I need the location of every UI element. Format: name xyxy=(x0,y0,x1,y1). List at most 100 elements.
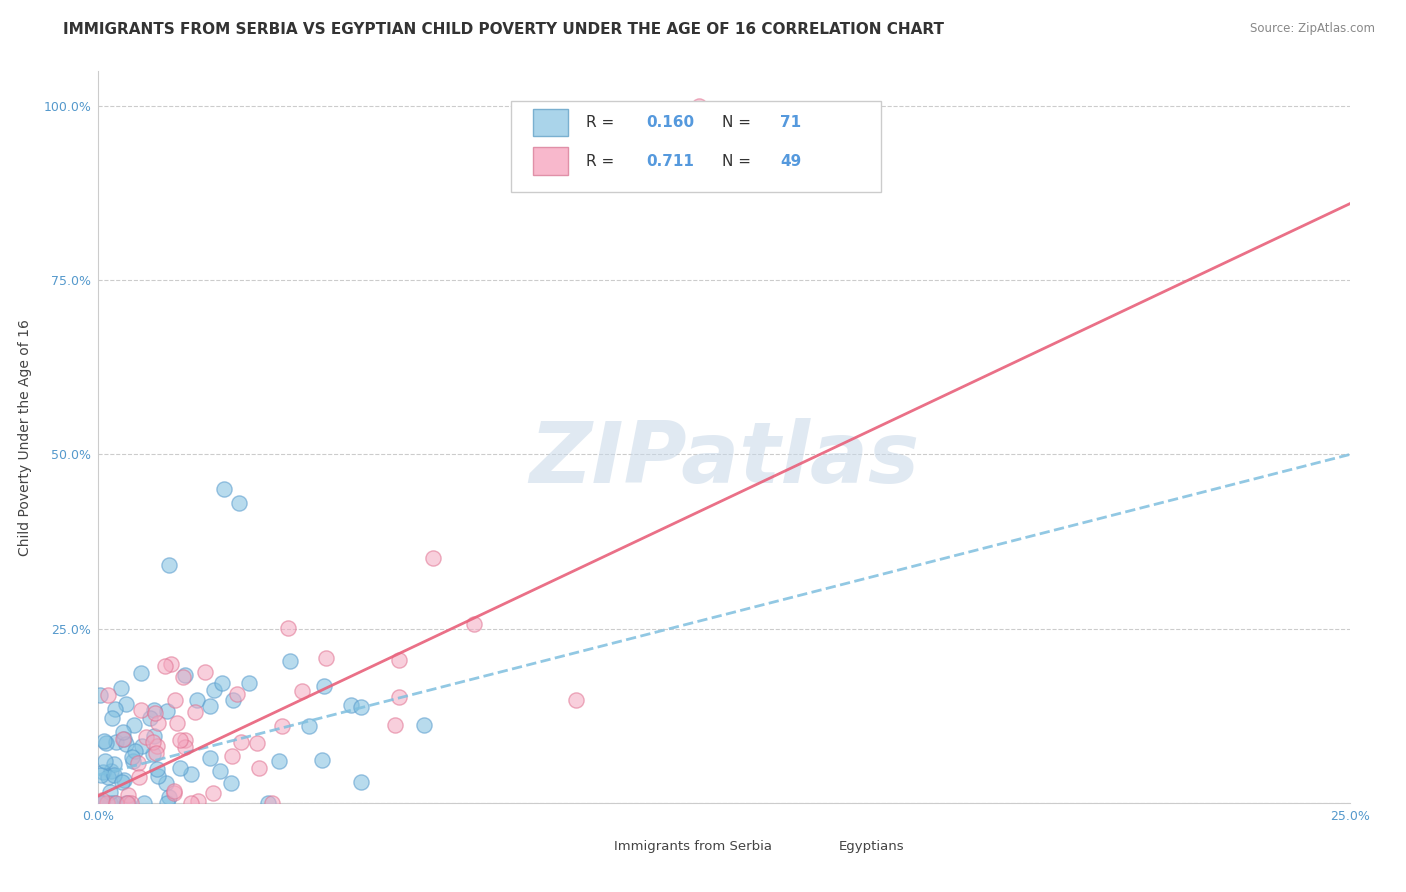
Point xyxy=(91,796,114,810)
Point xyxy=(314,679,336,693)
Point xyxy=(247,761,270,775)
Point xyxy=(142,747,165,761)
Point xyxy=(139,711,162,725)
Point xyxy=(103,768,125,782)
Point xyxy=(90,796,112,810)
Point xyxy=(350,774,373,789)
Point xyxy=(111,775,134,789)
Point xyxy=(262,796,284,810)
Point xyxy=(115,796,138,810)
Point xyxy=(134,796,156,810)
Text: 49: 49 xyxy=(780,153,801,169)
Point xyxy=(229,735,252,749)
Point xyxy=(165,693,187,707)
Point xyxy=(121,750,143,764)
Point xyxy=(145,706,167,720)
Text: ZIPatlas: ZIPatlas xyxy=(529,417,920,500)
Point xyxy=(184,706,207,720)
Point xyxy=(688,99,710,113)
Point xyxy=(112,732,135,747)
Y-axis label: Child Poverty Under the Age of 16: Child Poverty Under the Age of 16 xyxy=(18,318,32,556)
Point xyxy=(97,688,120,702)
Point xyxy=(96,796,118,810)
Point xyxy=(148,715,170,730)
Point xyxy=(155,776,177,790)
Point xyxy=(422,551,444,566)
Point xyxy=(94,754,117,768)
Point xyxy=(124,744,146,758)
Point xyxy=(104,702,127,716)
Bar xyxy=(533,147,568,175)
Point xyxy=(211,675,233,690)
Point xyxy=(120,796,142,810)
Point xyxy=(131,739,153,754)
Point xyxy=(117,788,139,802)
Text: Source: ZipAtlas.com: Source: ZipAtlas.com xyxy=(1250,22,1375,36)
Text: N =: N = xyxy=(721,115,755,130)
Point xyxy=(97,770,120,784)
Point xyxy=(384,717,406,731)
Point xyxy=(172,669,194,683)
Point xyxy=(198,698,221,713)
Point xyxy=(112,724,135,739)
Point xyxy=(315,651,337,665)
Text: 0.711: 0.711 xyxy=(647,153,695,169)
Point xyxy=(153,658,176,673)
Point xyxy=(103,756,125,771)
Point xyxy=(104,796,127,810)
Point xyxy=(100,764,122,778)
Point xyxy=(202,683,225,698)
Point xyxy=(412,718,434,732)
Point xyxy=(145,746,167,760)
Text: Immigrants from Serbia: Immigrants from Serbia xyxy=(614,840,772,853)
Point xyxy=(202,786,225,800)
Point xyxy=(142,729,165,743)
Point xyxy=(115,796,138,810)
Point xyxy=(238,676,260,690)
Point xyxy=(112,731,135,746)
Point xyxy=(340,698,363,712)
Point xyxy=(157,790,180,805)
Point xyxy=(267,755,290,769)
Point xyxy=(159,558,181,573)
Point xyxy=(146,762,169,776)
Point xyxy=(122,717,145,731)
Point xyxy=(128,770,150,784)
Point xyxy=(291,684,314,698)
Point xyxy=(180,796,202,810)
Point xyxy=(156,704,179,718)
Point xyxy=(105,735,128,749)
Point xyxy=(91,796,114,810)
Text: N =: N = xyxy=(721,153,755,169)
Point xyxy=(278,655,301,669)
Point xyxy=(159,657,181,671)
Point xyxy=(142,735,165,749)
Text: Egyptians: Egyptians xyxy=(839,840,905,853)
Point xyxy=(187,794,209,808)
Point xyxy=(103,796,125,810)
Point xyxy=(219,776,242,790)
Point xyxy=(114,737,136,751)
Bar xyxy=(533,109,568,136)
Point xyxy=(129,703,152,717)
Point xyxy=(169,761,191,775)
Point xyxy=(174,732,197,747)
Point xyxy=(135,730,157,744)
Point xyxy=(163,786,186,800)
Point xyxy=(117,796,139,810)
Point xyxy=(94,736,117,750)
Point xyxy=(463,616,485,631)
Point xyxy=(90,768,112,782)
Point xyxy=(221,692,243,706)
Point xyxy=(105,796,128,810)
Point xyxy=(93,734,115,748)
Point xyxy=(129,665,152,680)
Point xyxy=(194,665,217,679)
Point xyxy=(121,754,143,768)
Point xyxy=(89,688,111,702)
Point xyxy=(225,687,247,701)
Point xyxy=(387,690,409,704)
Bar xyxy=(806,838,832,859)
Point xyxy=(127,756,149,771)
Point xyxy=(256,796,278,810)
